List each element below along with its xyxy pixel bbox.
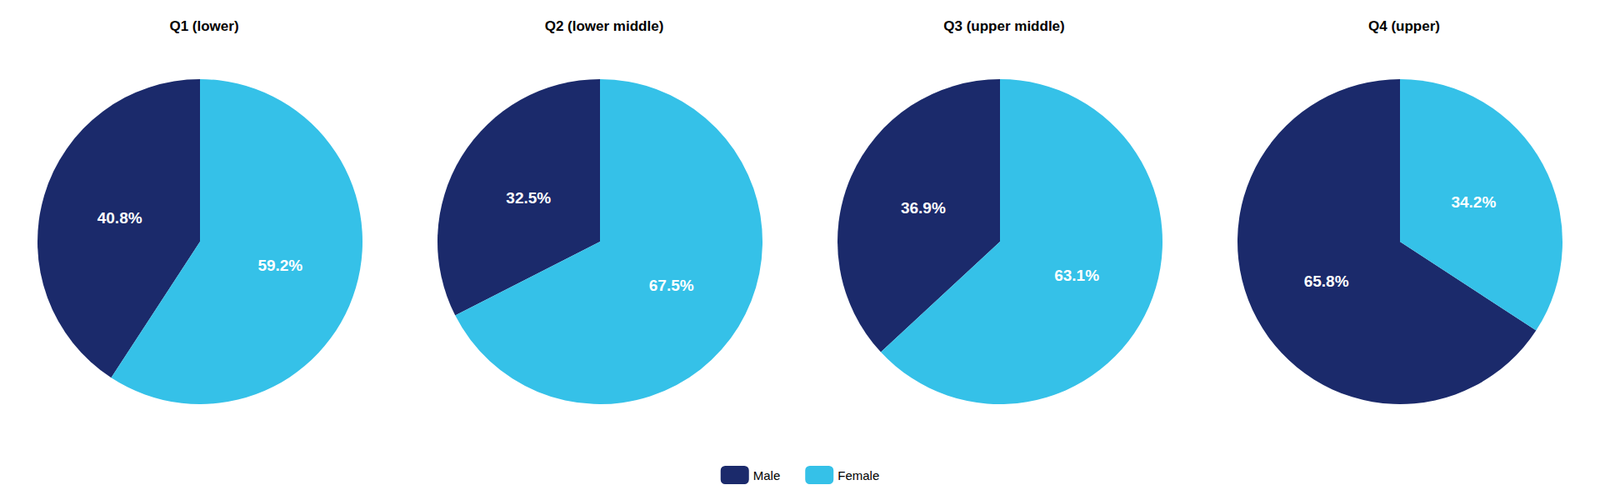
svg-text:Q1 (lower): Q1 (lower) — [169, 18, 239, 35]
svg-text:40.8%: 40.8% — [97, 209, 143, 227]
svg-text:59.2%: 59.2% — [257, 256, 303, 275]
svg-text:36.9%: 36.9% — [900, 199, 946, 217]
svg-text:67.5%: 67.5% — [649, 276, 695, 295]
svg-text:Q3 (upper middle): Q3 (upper middle) — [943, 18, 1065, 35]
svg-text:32.5%: 32.5% — [505, 189, 551, 207]
svg-text:Female: Female — [837, 468, 880, 483]
svg-text:Q2 (lower middle): Q2 (lower middle) — [545, 18, 665, 35]
svg-text:Q4 (upper): Q4 (upper) — [1368, 18, 1440, 35]
svg-text:Male: Male — [753, 468, 781, 483]
svg-text:65.8%: 65.8% — [1304, 272, 1350, 290]
svg-text:34.2%: 34.2% — [1450, 193, 1496, 211]
svg-text:63.1%: 63.1% — [1054, 266, 1100, 285]
